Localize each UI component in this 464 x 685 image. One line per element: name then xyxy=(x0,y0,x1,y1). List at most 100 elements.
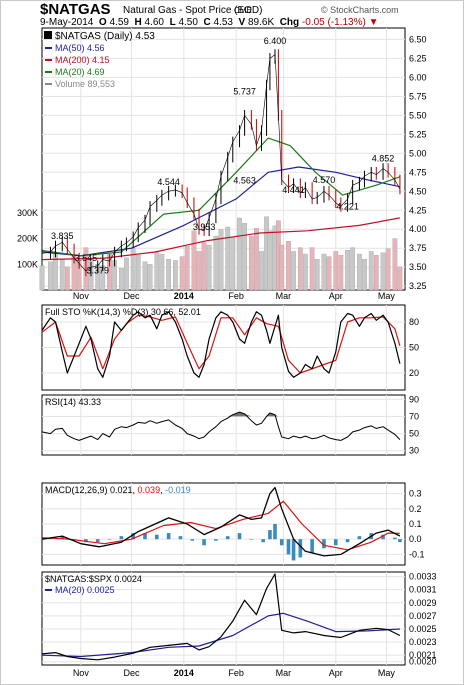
macd-title-part: MACD(12,26,9) 0.021, xyxy=(45,485,138,495)
ratio-legend-item: MA(20) 0.0025 xyxy=(55,585,115,595)
volume-bar xyxy=(380,252,386,291)
price-panel-tick-label: 5.25 xyxy=(409,129,427,139)
macd-panel-tick-label: 0.0 xyxy=(409,534,422,544)
macd-histogram-bar xyxy=(393,537,397,540)
macd-histogram-bar xyxy=(131,533,135,540)
ratio-panel-tick-label: 0.0027 xyxy=(409,611,437,621)
price-annotation: 5.737 xyxy=(233,86,256,96)
macd-histogram-bar xyxy=(298,539,303,558)
legend-item: MA(50) 4.56 xyxy=(55,43,105,53)
sto-panel-tick-label: 20 xyxy=(409,368,419,378)
macd-line xyxy=(41,486,401,557)
volume-bar xyxy=(385,248,391,291)
macd-histogram-bar xyxy=(84,539,88,543)
copyright-notice: © StockCharts.com xyxy=(321,5,399,15)
volume-bar xyxy=(230,237,236,291)
price-annotation: 4.221 xyxy=(336,201,359,211)
price-panel-tick-label: 4.50 xyxy=(409,186,427,196)
ratio-panel-tick-label: 0.0031 xyxy=(409,585,437,595)
x-axis-label: Feb xyxy=(228,668,244,678)
macd-histogram-bar xyxy=(60,536,65,540)
x-axis-label: Dec xyxy=(123,668,140,678)
x-axis-label: Feb xyxy=(228,291,244,301)
volume-bar xyxy=(179,256,185,291)
volume-bar xyxy=(350,247,356,291)
macd-histogram-bar xyxy=(381,534,385,540)
volume-label: V xyxy=(238,17,246,28)
ratio-panel-title: $NATGAS:$SPX 0.0024 xyxy=(45,574,142,584)
volume-bar xyxy=(326,256,332,291)
high-label: H xyxy=(134,17,142,28)
volume-bar xyxy=(267,230,273,291)
price-panel-tick-label: 5.00 xyxy=(409,148,427,158)
price-annotation: 4.563 xyxy=(233,175,256,185)
price-panel-tick-label: 4.75 xyxy=(409,167,427,177)
exchange-label: CME xyxy=(234,6,252,15)
macd-panel-title: MACD(12,26,9) 0.021, 0.039, -0.019 xyxy=(45,485,191,495)
volume-bar xyxy=(196,251,202,291)
volume-bar xyxy=(154,251,160,291)
macd-histogram-bar xyxy=(357,536,362,540)
volume-bar xyxy=(107,253,112,291)
price-panel-tick-label: 3.50 xyxy=(409,262,427,272)
volume-bar xyxy=(159,253,165,291)
legend-price-swatch xyxy=(44,31,52,39)
volume-bar xyxy=(142,261,148,291)
macd-title-part: -0.019 xyxy=(165,485,191,495)
volume-bar xyxy=(309,247,315,291)
macd-panel-tick-label: 0.3 xyxy=(409,489,422,499)
volume-bar xyxy=(39,265,45,291)
volume-bar xyxy=(206,244,212,291)
legend-item: MA(200) 4.15 xyxy=(55,55,110,65)
macd-title-part: 0.039 xyxy=(138,485,161,495)
macd-histogram-bar xyxy=(398,539,402,543)
macd-histogram-bar xyxy=(237,533,242,540)
volume-bar xyxy=(201,242,207,291)
price-annotation: 3.835 xyxy=(51,231,74,241)
x-axis-label: May xyxy=(378,668,396,678)
macd-histogram-bar xyxy=(190,539,195,541)
volume-axis-label: 200K xyxy=(17,234,38,244)
macd-histogram-bar xyxy=(322,539,326,549)
volume-bar xyxy=(130,248,136,291)
macd-histogram-bar xyxy=(286,539,291,555)
sto-d-line xyxy=(41,314,401,374)
macd-panel-tick-label: -0.1 xyxy=(409,549,425,559)
volume-bar xyxy=(173,260,178,291)
volume-bar xyxy=(59,258,65,291)
volume-bar xyxy=(368,251,374,291)
macd-histogram-bar xyxy=(249,539,254,540)
volume-bar xyxy=(362,258,367,291)
rsi-panel-tick-label: 50 xyxy=(409,429,419,439)
price-panel-tick-label: 5.75 xyxy=(409,91,427,101)
macd-histogram-bar xyxy=(268,530,272,540)
sto-panel-tick-label: 80 xyxy=(409,317,419,327)
price-panel-frame xyxy=(41,27,406,291)
price-annotation: 4.544 xyxy=(157,177,180,187)
ratio-panel-tick-label: 0.0023 xyxy=(409,637,437,647)
macd-histogram-bar xyxy=(119,536,124,540)
price-annotation: 3.545 xyxy=(75,253,98,263)
volume-bar xyxy=(53,252,58,291)
ratio-panel-tick-label: 0.0021 xyxy=(409,650,437,660)
quote-line: 9-May-2014 O 4.59 H 4.60 L 4.50 C 4.53 V… xyxy=(40,17,379,28)
volume-bar xyxy=(333,251,339,291)
volume-value: 89.6K xyxy=(247,17,275,28)
macd-signal-line xyxy=(41,500,400,551)
ticker-symbol: $NATGAS xyxy=(40,1,111,18)
macd-histogram-bar xyxy=(107,539,112,540)
volume-bar xyxy=(291,251,296,291)
macd-histogram-bar xyxy=(178,536,183,540)
price-panel-tick-label: 4.25 xyxy=(409,205,427,215)
down-arrow-icon: ▼ xyxy=(368,17,379,28)
macd-histogram-bar xyxy=(202,539,206,546)
close-value: 4.53 xyxy=(213,17,233,28)
volume-bar xyxy=(166,258,171,291)
volume-bar xyxy=(303,253,308,291)
open-value: 4.59 xyxy=(109,17,129,28)
volume-bar xyxy=(184,246,190,291)
macd-histogram-bar xyxy=(273,524,277,540)
volume-bar xyxy=(249,235,254,291)
volume-bar xyxy=(357,253,362,291)
